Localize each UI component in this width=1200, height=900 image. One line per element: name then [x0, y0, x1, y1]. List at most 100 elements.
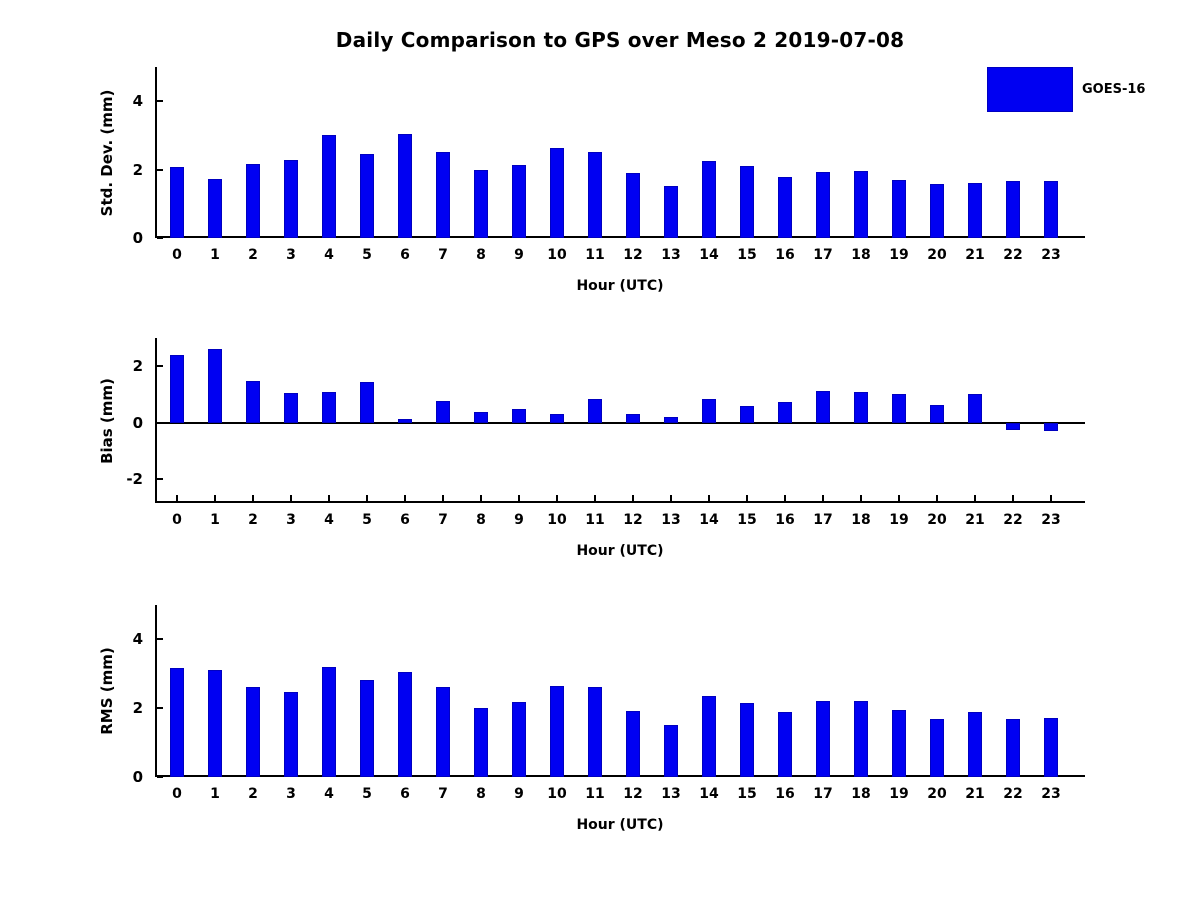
- x-tick-label: 22: [1003, 512, 1023, 528]
- x-axis-spine: [155, 236, 1085, 238]
- x-tick-mark: [746, 495, 748, 501]
- bar-hour-3: [284, 160, 298, 238]
- bar-hour-21: [968, 183, 982, 238]
- bar-hour-23: [1044, 180, 1058, 238]
- y-tick-mark: [157, 638, 163, 641]
- plot-area-bias: -2 0 2 0 1 2 3 4 5 6 7 8 9 10 11 12 13 14 15 16 17 18 19 20 21 22…: [126, 338, 1085, 528]
- subplot-bias: Bias (mm) -2 0 2 0 1 2 3 4 5 6 7 8 9 10 11 12 13 14 15 16 17…: [98, 338, 1085, 559]
- x-tick-label: 0: [172, 247, 182, 263]
- bar-hour-7: [436, 686, 450, 777]
- bar-hour-23: [1044, 422, 1058, 432]
- x-tick-label: 1: [210, 512, 220, 528]
- x-tick-mark: [1050, 495, 1052, 501]
- bar-hour-17: [816, 701, 830, 777]
- bar-hour-0: [170, 667, 184, 777]
- bar-hour-22: [1006, 180, 1020, 238]
- x-tick-label: 18: [851, 247, 871, 263]
- x-tick-label: 12: [623, 512, 643, 528]
- x-tick-label: 23: [1041, 247, 1061, 263]
- x-tick-mark: [404, 495, 406, 501]
- x-tick-label: 22: [1003, 247, 1023, 263]
- bar-hour-21: [968, 712, 982, 777]
- x-tick-label: 13: [661, 512, 681, 528]
- bar-hour-2: [246, 380, 260, 423]
- y-tick-label: 0: [132, 229, 143, 247]
- x-tick-label: 8: [476, 786, 486, 802]
- bar-hour-18: [854, 170, 868, 238]
- x-tick-label: 16: [775, 786, 795, 802]
- y-axis-spine: [155, 338, 157, 503]
- x-tick-label: 14: [699, 247, 719, 263]
- x-tick-label: 20: [927, 512, 947, 528]
- x-tick-mark: [290, 495, 292, 501]
- y-axis-spine: [155, 67, 157, 238]
- bar-hour-20: [930, 404, 944, 423]
- bar-hour-19: [892, 394, 906, 423]
- bar-hour-0: [170, 167, 184, 238]
- x-tick-label: 16: [775, 512, 795, 528]
- x-tick-label: 22: [1003, 786, 1023, 802]
- bar-hour-11: [588, 687, 602, 777]
- x-tick-label: 19: [889, 247, 909, 263]
- bar-hour-7: [436, 151, 450, 238]
- x-tick-label: 19: [889, 512, 909, 528]
- bar-hour-17: [816, 391, 830, 423]
- x-tick-label: 21: [965, 247, 985, 263]
- x-tick-mark: [556, 495, 558, 501]
- x-tick-label: 3: [286, 512, 296, 528]
- x-tick-mark: [366, 495, 368, 501]
- x-tick-mark: [214, 495, 216, 501]
- y-tick-mark: [157, 168, 163, 171]
- x-tick-label: 15: [737, 247, 757, 263]
- bar-hour-7: [436, 400, 450, 423]
- x-tick-mark: [784, 495, 786, 501]
- bar-hour-5: [360, 382, 374, 423]
- bar-hour-4: [322, 135, 336, 238]
- y-axis-spine: [155, 605, 157, 777]
- x-tick-label: 20: [927, 786, 947, 802]
- x-tick-label: 18: [851, 786, 871, 802]
- x-tick-label: 10: [547, 247, 567, 263]
- x-tick-mark: [328, 495, 330, 501]
- bar-hour-4: [322, 391, 336, 423]
- legend-swatch-goes16: [987, 67, 1073, 112]
- legend: GOES-16: [987, 67, 1145, 112]
- zero-line: [155, 421, 1085, 424]
- bar-hour-16: [778, 177, 792, 238]
- x-tick-label: 15: [737, 512, 757, 528]
- y-tick-label: 4: [132, 630, 143, 649]
- x-tick-label: 9: [514, 247, 524, 263]
- bar-hour-1: [208, 179, 222, 238]
- x-tick-label: 7: [438, 512, 448, 528]
- y-tick-mark: [157, 478, 163, 481]
- bar-hour-8: [474, 708, 488, 777]
- y-tick-mark: [157, 421, 163, 424]
- bar-hour-6: [398, 418, 412, 423]
- bar-hour-12: [626, 414, 640, 423]
- bar-hour-0: [170, 354, 184, 423]
- x-tick-label: 6: [400, 512, 410, 528]
- bar-hour-10: [550, 686, 564, 777]
- x-tick-mark: [898, 495, 900, 501]
- bar-hour-14: [702, 695, 716, 777]
- bar-hour-22: [1006, 422, 1020, 430]
- x-tick-mark: [442, 495, 444, 501]
- y-tick-label: 2: [132, 160, 143, 179]
- x-tick-label: 14: [699, 786, 719, 802]
- x-tick-label: 4: [324, 247, 334, 263]
- x-tick-label: 17: [813, 786, 833, 802]
- plot-area-rms: 0 2 4 0 1 2 3 4 5 6 7 8 9 10 11 12 13 14 15 16 17 18 19 20 21 22 2…: [133, 605, 1085, 802]
- bar-hour-6: [398, 133, 412, 238]
- x-tick-label: 4: [324, 512, 334, 528]
- bar-hour-10: [550, 148, 564, 238]
- x-tick-label: 8: [476, 512, 486, 528]
- x-tick-label: 5: [362, 786, 372, 802]
- x-tick-mark: [974, 495, 976, 501]
- y-tick-mark: [157, 100, 163, 103]
- x-tick-label: 0: [172, 512, 182, 528]
- bar-hour-14: [702, 399, 716, 423]
- y-tick-mark: [157, 707, 163, 710]
- legend-label-goes16: GOES-16: [1082, 82, 1146, 97]
- x-tick-label: 5: [362, 512, 372, 528]
- bar-hour-12: [626, 173, 640, 238]
